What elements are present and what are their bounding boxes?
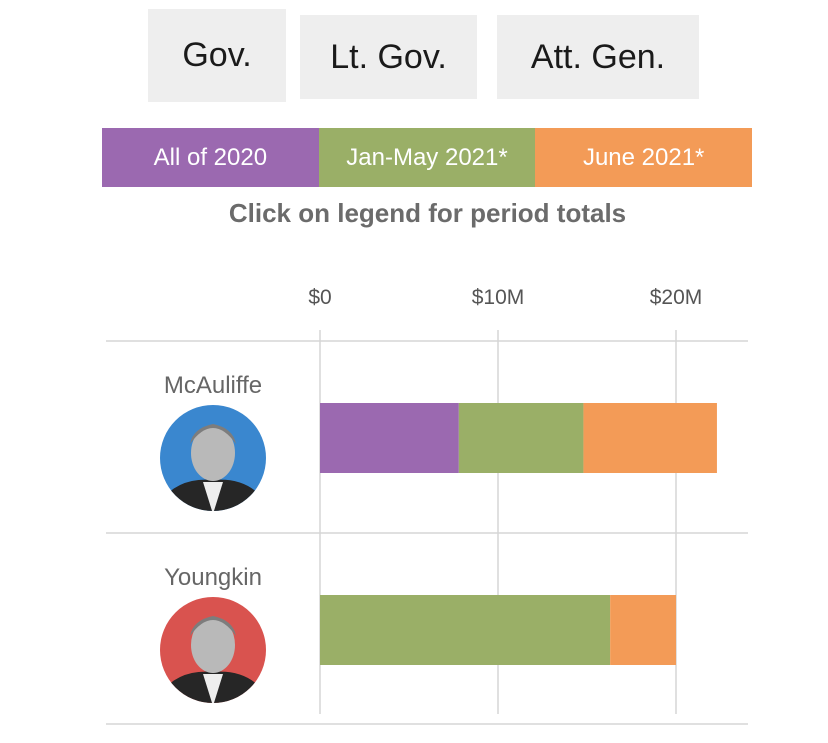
legend-item-jan-may-2021[interactable]: Jan-May 2021* [318, 128, 536, 187]
tab-gov-label: Gov. [182, 36, 252, 74]
bar-segment[interactable] [320, 403, 459, 473]
legend: All of 2020 Jan-May 2021* June 2021* [102, 128, 753, 187]
legend-label-jan-may-2021: Jan-May 2021* [346, 143, 508, 171]
bar-segment[interactable] [458, 403, 584, 473]
legend-label-2020: All of 2020 [153, 143, 268, 171]
legend-item-june-2021[interactable]: June 2021* [535, 128, 753, 187]
legend-label-june-2021: June 2021* [582, 143, 705, 171]
tab-lt-gov-label: Lt. Gov. [330, 37, 447, 76]
tab-gov[interactable]: Gov. [148, 9, 286, 102]
candidate-avatar [160, 405, 266, 511]
bar-segment[interactable] [583, 403, 717, 473]
candidate-name: Youngkin [164, 564, 262, 591]
tab-lt-gov[interactable]: Lt. Gov. [300, 15, 477, 99]
legend-item-2020[interactable]: All of 2020 [102, 128, 319, 187]
bar-segment[interactable] [610, 595, 676, 665]
candidate-name: McAuliffe [164, 372, 262, 399]
legend-hint: Click on legend for period totals [228, 198, 627, 228]
x-tick-label: $20M [650, 286, 703, 309]
candidate-avatar [160, 597, 266, 703]
tab-att-gen-label: Att. Gen. [530, 37, 666, 76]
x-tick-label: $10M [472, 286, 525, 309]
tab-att-gen[interactable]: Att. Gen. [497, 15, 699, 99]
x-tick-label: $0 [308, 286, 331, 309]
bar-segment[interactable] [320, 595, 611, 665]
